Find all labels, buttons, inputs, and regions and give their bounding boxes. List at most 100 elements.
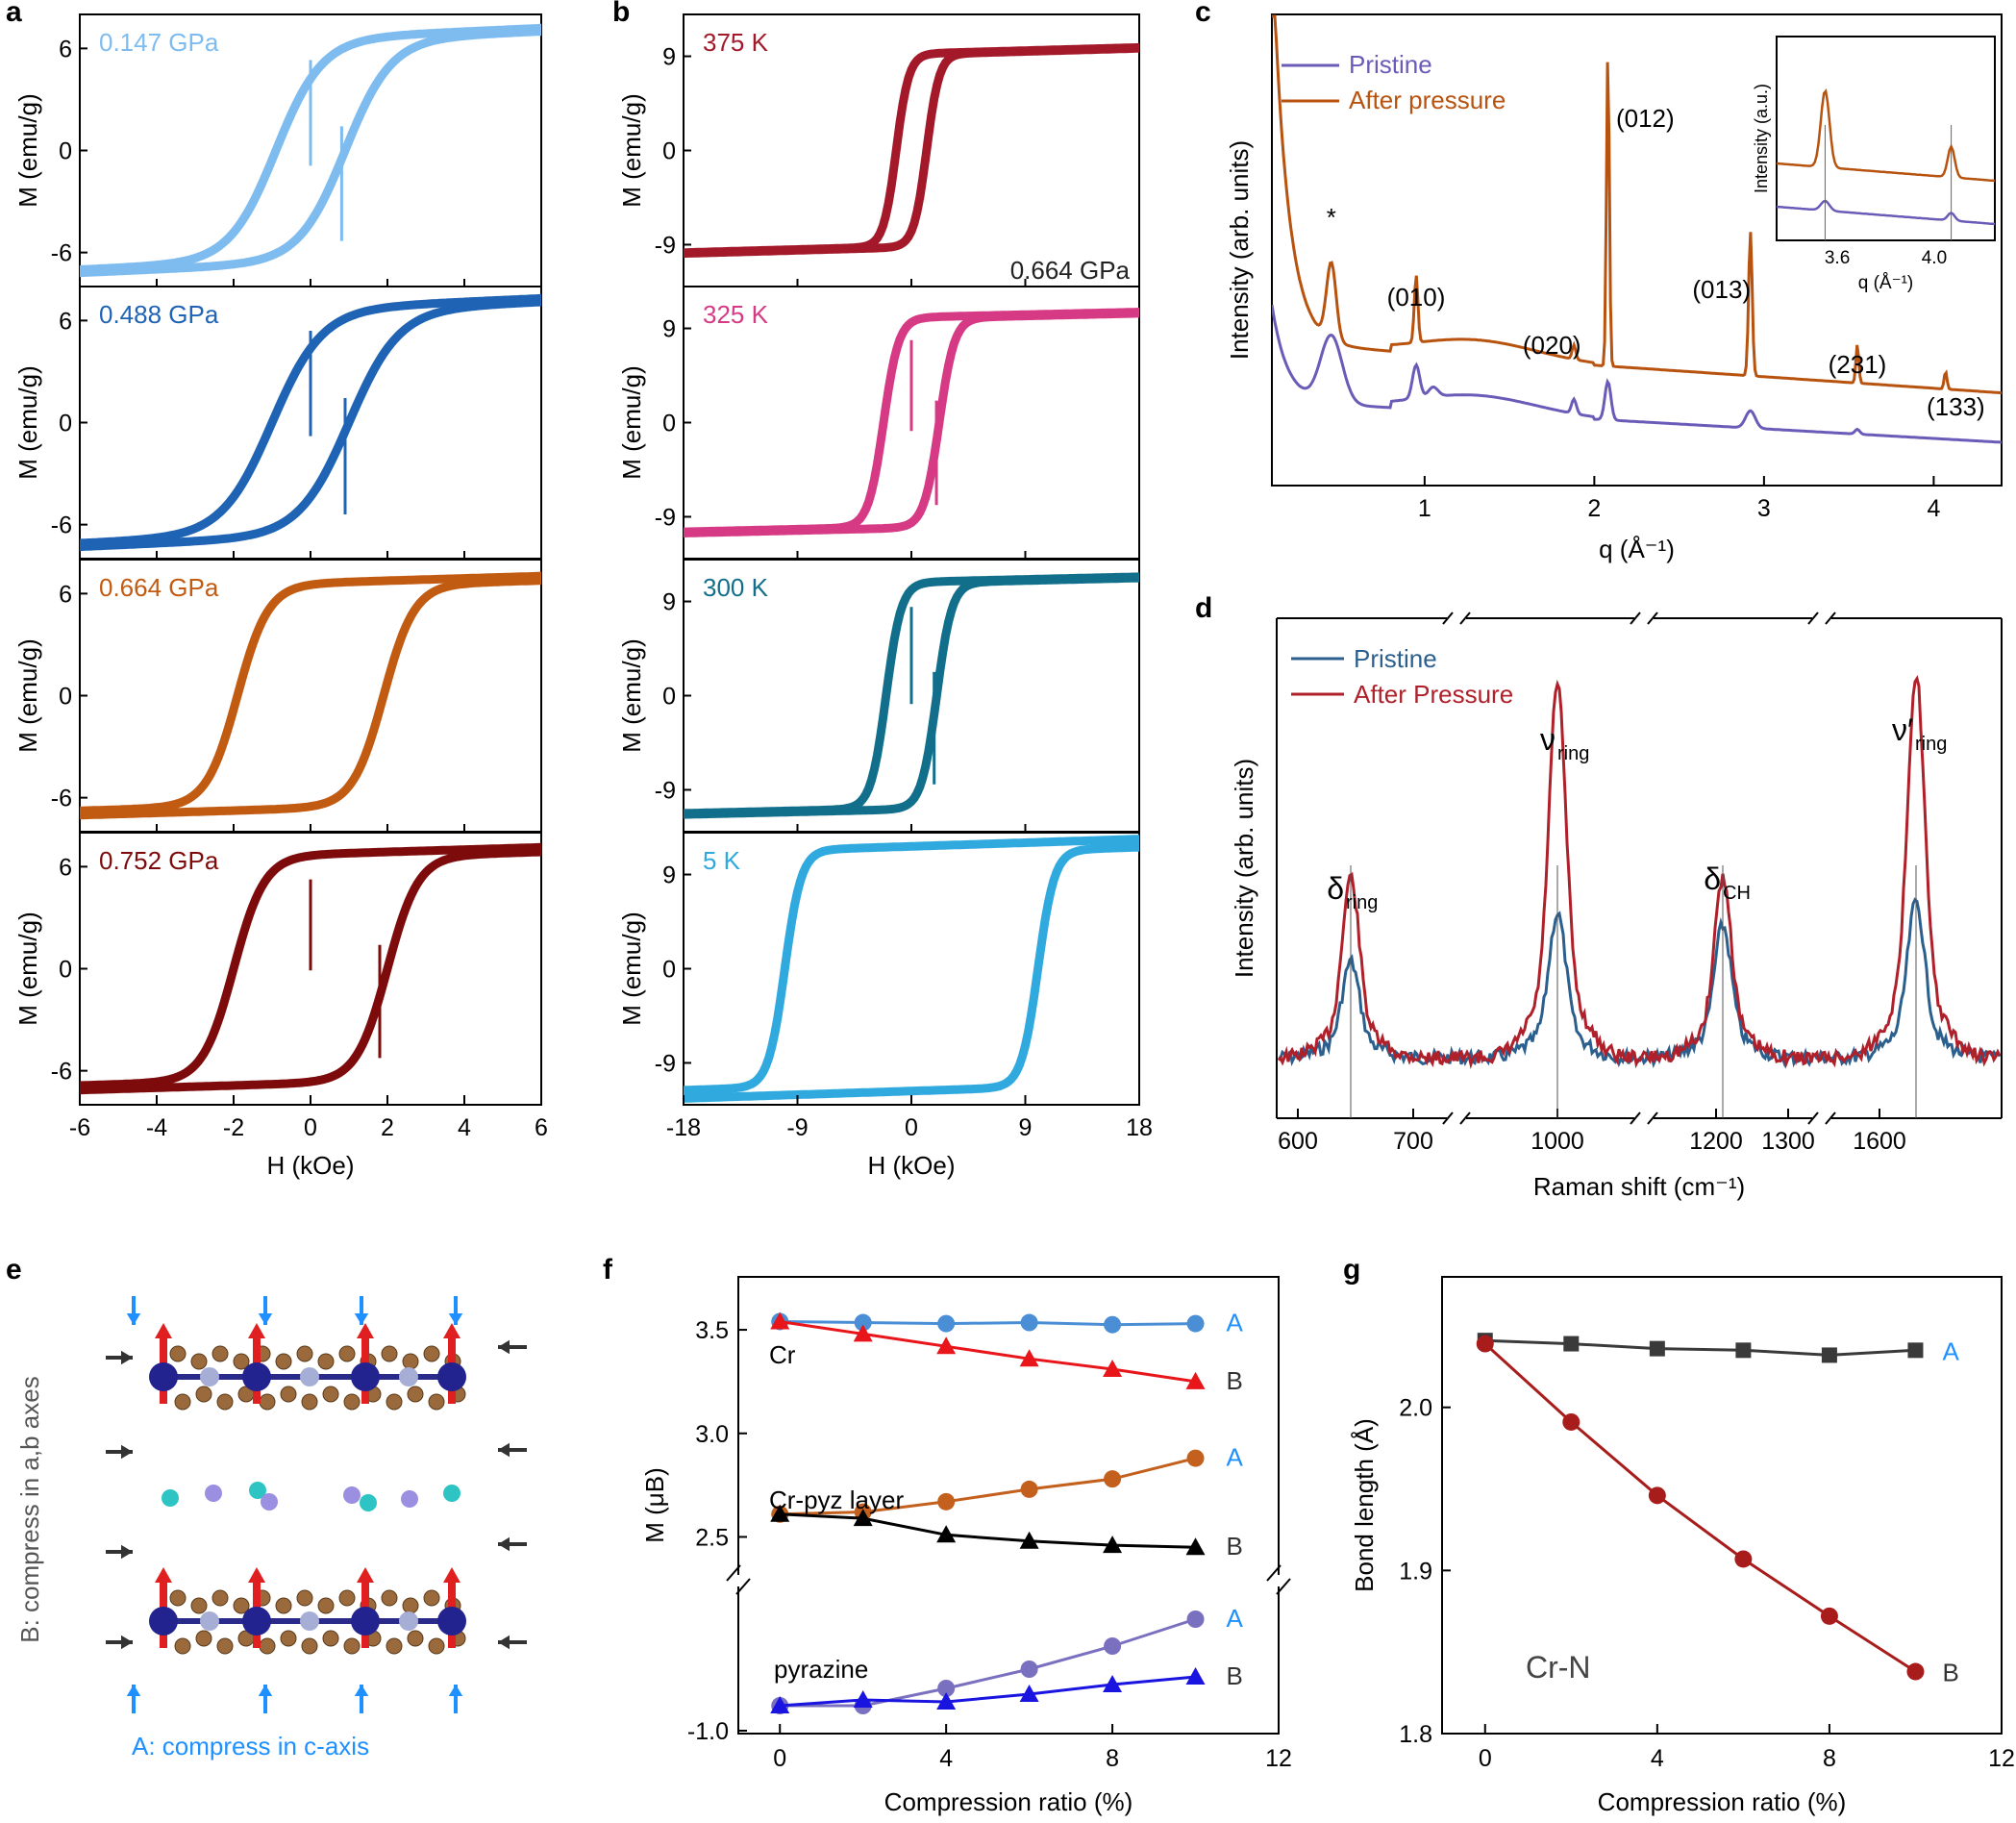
- series-end-label: A: [1227, 1309, 1244, 1337]
- series-label: 5 K: [703, 846, 741, 875]
- carbon-atom: [386, 1637, 403, 1655]
- series-label: 300 K: [703, 573, 769, 602]
- data-point: [1562, 1412, 1580, 1431]
- y-tick-label: 9: [662, 862, 676, 889]
- panel-label-a: a: [6, 0, 22, 28]
- inset-y-label: Intensity (a.u.): [1752, 84, 1771, 193]
- axis-break-mark: [1442, 1111, 1454, 1125]
- y-tick-label: 0: [662, 138, 676, 165]
- x-tick-label: 12: [1265, 1745, 1292, 1772]
- legend-label: Pristine: [1349, 50, 1432, 79]
- carbon-atom: [296, 1589, 313, 1607]
- data-point: [936, 1525, 957, 1543]
- curve-group: [80, 571, 541, 820]
- spin-arrow-head: [357, 1323, 374, 1338]
- compress-arrow-right-head: [121, 1444, 133, 1460]
- panel-label-e: e: [6, 1254, 22, 1286]
- series-label: 325 K: [703, 300, 769, 329]
- data-point: [853, 1690, 873, 1708]
- y-tick-label: -1.0: [687, 1718, 729, 1745]
- label-compress-c-axis: A: compress in c-axis: [132, 1732, 369, 1761]
- plot-frame: [737, 1276, 1280, 1735]
- counter-ion-atom: [443, 1485, 460, 1502]
- x-tick-label: -6: [69, 1114, 90, 1141]
- axis-break-mark: [1825, 1111, 1836, 1125]
- plot-frame: [1271, 13, 2003, 487]
- legend-label: Pristine: [1354, 644, 1437, 673]
- y-axis-label: M (emu/g): [617, 912, 646, 1025]
- x-tick-label: 3: [1757, 495, 1771, 522]
- counter-ion-atom: [343, 1486, 361, 1504]
- hysteresis-branch-descending: [80, 571, 541, 815]
- data-point: [1735, 1342, 1752, 1359]
- series-end-label: A: [1942, 1336, 1959, 1365]
- curve-group: [684, 835, 1139, 1103]
- peak-label: (020): [1523, 331, 1581, 360]
- series-label: 0.752 GPa: [99, 846, 219, 875]
- data-point: [1104, 1470, 1122, 1488]
- x-tick-label: 1000: [1531, 1128, 1584, 1155]
- series-label: 0.147 GPa: [99, 28, 219, 57]
- hysteresis-branch-ascending: [684, 573, 1139, 819]
- nitrogen-atom: [200, 1367, 219, 1386]
- hysteresis-branch-ascending: [80, 297, 541, 552]
- data-point: [937, 1314, 956, 1333]
- data-point: [1104, 1637, 1122, 1655]
- data-point: [1019, 1531, 1039, 1549]
- x-axis-label: H (kOe): [267, 1151, 355, 1180]
- peak-label: (010): [1387, 283, 1446, 312]
- y-axis-label: M (emu/g): [617, 638, 646, 752]
- carbon-atom: [428, 1637, 445, 1655]
- counter-ion-atom: [249, 1482, 266, 1499]
- x-tick-label: 0: [1479, 1745, 1492, 1772]
- x-tick-label: 12: [1988, 1745, 2015, 1772]
- carbon-atom: [402, 1353, 419, 1370]
- data-point: [1649, 1340, 1665, 1357]
- legend-label: After pressure: [1349, 86, 1506, 114]
- y-tick-label: 9: [662, 316, 676, 343]
- carbon-atom: [280, 1630, 297, 1647]
- y-tick-label: 0: [59, 957, 72, 984]
- carbon-atom: [407, 1386, 424, 1403]
- cr-atom: [351, 1362, 380, 1391]
- panel-label-c: c: [1195, 0, 1211, 28]
- carbon-atom: [212, 1345, 229, 1362]
- y-axis-label: M (emu/g): [13, 638, 42, 752]
- data-point: [937, 1492, 956, 1511]
- nitrogen-atom: [300, 1367, 319, 1386]
- y-tick-label: 9: [662, 589, 676, 616]
- carbon-atom: [317, 1353, 335, 1370]
- carbon-atom: [190, 1353, 208, 1370]
- x-tick-label: 1600: [1853, 1128, 1906, 1155]
- cr-atom: [437, 1607, 466, 1636]
- curve-group: [80, 23, 541, 278]
- subplot-b-0: -9 0 9 M (emu/g) 375 K: [617, 13, 1140, 287]
- group-label: Cr-pyz layer: [769, 1486, 904, 1514]
- spectrum-pristine: [1278, 897, 2002, 1069]
- y-tick-label: -9: [655, 504, 676, 531]
- data-point: [937, 1680, 956, 1697]
- compress-arrow-right-head: [121, 1350, 133, 1365]
- y-tick-label: -6: [51, 240, 72, 267]
- nitrogen-atom: [300, 1611, 319, 1631]
- hysteresis-branch-ascending: [684, 842, 1139, 1103]
- y-tick-label: 6: [59, 581, 72, 608]
- y-tick-label: 3.0: [695, 1421, 729, 1448]
- panel-label-b: b: [612, 0, 630, 28]
- cr-atom: [149, 1607, 178, 1636]
- carbon-atom: [216, 1637, 234, 1655]
- data-point: [1019, 1349, 1039, 1367]
- carbon-atom: [233, 1597, 250, 1614]
- peak-subscript: CH: [1723, 883, 1751, 904]
- data-point: [1020, 1313, 1038, 1332]
- y-tick-label: 1.8: [1399, 1721, 1432, 1748]
- peak-symbol: ν′: [1892, 712, 1913, 747]
- group-label: pyrazine: [774, 1655, 868, 1684]
- axis-break-mark: [1630, 612, 1641, 625]
- x-tick-label: 600: [1278, 1128, 1318, 1155]
- carbon-atom: [343, 1393, 361, 1411]
- compress-arrow-left-head: [498, 1339, 510, 1355]
- hysteresis-branch-descending: [80, 842, 541, 1090]
- spin-arrow-head: [155, 1323, 172, 1338]
- cr-atom: [437, 1362, 466, 1391]
